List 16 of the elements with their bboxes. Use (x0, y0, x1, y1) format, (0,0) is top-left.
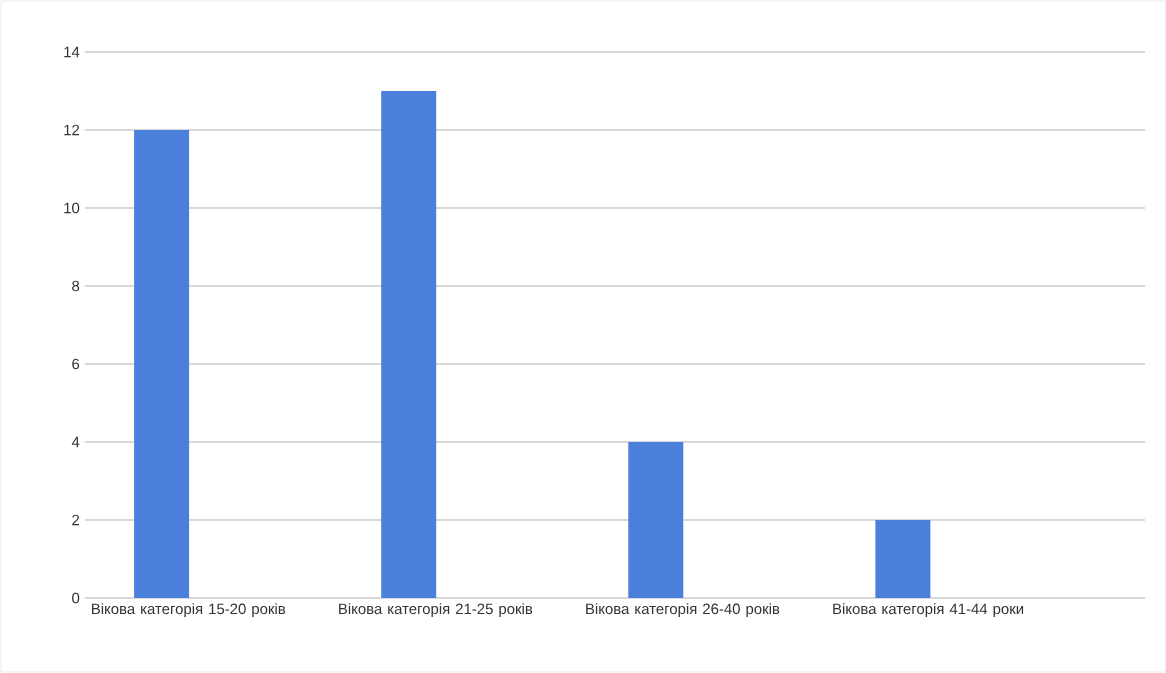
y-tick-label: 0 (72, 592, 80, 604)
y-tick-label: 10 (64, 202, 80, 214)
bar (134, 130, 190, 598)
bar (381, 91, 437, 598)
y-tick-label: 12 (64, 124, 80, 136)
x-tick-label: Вікова категорія 41-44 роки (833, 603, 1024, 618)
y-tick-label: 2 (72, 514, 80, 526)
y-tick-label: 14 (64, 46, 80, 58)
y-tick-label: 6 (72, 358, 80, 370)
bar (628, 442, 684, 598)
x-tick-label: Вікова категорія 26-40 років (586, 603, 780, 618)
bar (875, 520, 931, 598)
x-tick-label: Вікова категорія 21-25 років (339, 603, 533, 618)
y-tick-label: 4 (71, 436, 80, 448)
x-tick-label: Вікова категорія 15-20 років (92, 603, 286, 618)
y-tick-label: 8 (72, 280, 80, 292)
